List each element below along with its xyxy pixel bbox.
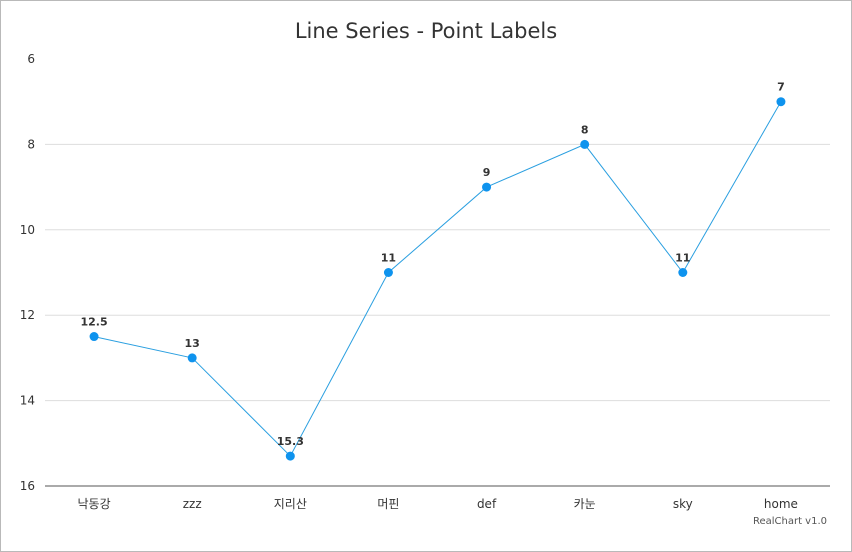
x-tick-label: 카눈 (574, 497, 596, 511)
x-tick-label: sky (673, 497, 693, 511)
data-labels: 12.5 13 15.3 11 9 8 11 7 (80, 81, 784, 448)
data-point (580, 139, 590, 149)
data-label: 7 (777, 81, 785, 94)
data-point (187, 353, 197, 363)
data-label: 15.3 (277, 435, 304, 448)
data-point (678, 268, 688, 277)
data-label: 8 (581, 123, 589, 136)
data-point (482, 182, 492, 192)
x-tick-label: zzz (183, 497, 202, 511)
data-label: 13 (185, 337, 200, 350)
data-point (776, 97, 786, 107)
data-point (285, 451, 295, 461)
x-tick-label: 머핀 (377, 497, 399, 511)
data-label: 11 (381, 252, 396, 265)
data-label: 9 (483, 166, 491, 179)
data-point (383, 268, 393, 277)
data-label: 11 (675, 252, 690, 265)
data-points (89, 97, 786, 461)
y-tick-label: 14 (20, 394, 35, 408)
x-tick-label: 지리산 (274, 497, 307, 511)
series-line-group (93, 101, 782, 457)
credit-label: RealChart v1.0 (752, 516, 827, 527)
y-tick-label: 8 (27, 137, 35, 151)
y-tick-label: 16 (20, 479, 35, 493)
y-tick-label: 12 (20, 308, 35, 322)
x-tick-label: 낙동강 (78, 497, 111, 511)
data-point (89, 332, 99, 342)
series-line (93, 101, 782, 457)
y-axis-ticks: 6 8 10 12 14 16 (20, 52, 35, 493)
y-tick-label: 6 (27, 52, 35, 66)
grid-lines (45, 143, 830, 402)
y-tick-label: 10 (20, 223, 35, 237)
chart-title: Line Series - Point Labels (294, 19, 558, 43)
x-tick-label: def (477, 497, 497, 511)
x-tick-label: home (764, 497, 798, 511)
x-axis-ticks: 낙동강 zzz 지리산 머핀 def 카눈 sky home (78, 497, 798, 511)
data-label: 12.5 (80, 316, 107, 329)
